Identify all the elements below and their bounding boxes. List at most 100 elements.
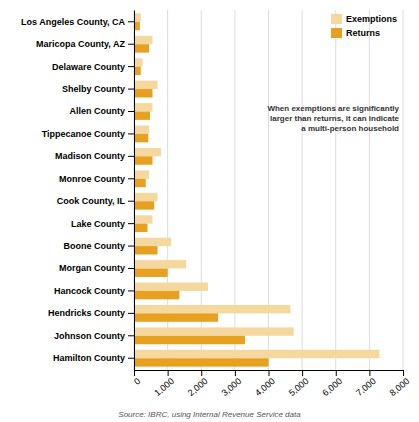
- bar: [134, 201, 154, 209]
- tick: Hamilton County: [53, 353, 134, 363]
- tick: Maricopa County, AZ: [36, 39, 134, 49]
- tick-mark: [128, 89, 134, 90]
- tick: Hendricks County: [48, 308, 134, 318]
- tick-label: 5,000: [287, 376, 311, 398]
- bar: [134, 13, 141, 21]
- tick-label: 0: [132, 376, 142, 387]
- tick: 8,000: [388, 370, 412, 398]
- tick: Cook County, IL: [57, 196, 134, 206]
- bar: [134, 36, 152, 44]
- tick-label: Delaware County: [52, 62, 125, 72]
- tick-mark: [128, 66, 134, 67]
- tick-mark: [128, 268, 134, 269]
- tick-mark: [336, 370, 337, 376]
- bar: [134, 283, 208, 291]
- tick-label: Lake County: [71, 219, 125, 229]
- tick-label: 1,000: [152, 376, 176, 398]
- bar: [134, 313, 218, 321]
- bar: [134, 224, 147, 232]
- bar: [134, 126, 149, 134]
- bar: [134, 238, 171, 246]
- tick-mark: [168, 370, 169, 376]
- tick-mark: [269, 370, 270, 376]
- tick-label: Hancock County: [54, 286, 125, 296]
- tick-label: 4,000: [253, 376, 277, 398]
- tick-mark: [128, 313, 134, 314]
- tick: Madison County: [55, 151, 134, 161]
- series: [134, 13, 379, 358]
- tick: Delaware County: [52, 62, 134, 72]
- bar: [134, 148, 161, 156]
- tick: Morgan County: [59, 263, 134, 273]
- tick-mark: [128, 156, 134, 157]
- bar: [134, 170, 149, 178]
- tick: 3,000: [220, 370, 244, 398]
- bar: [134, 134, 148, 142]
- bar: [134, 269, 168, 277]
- bar: [134, 260, 186, 268]
- source: Source: IBRC, using Internal Revenue Ser…: [118, 410, 301, 419]
- tick-mark: [128, 358, 134, 359]
- tick: Boone County: [64, 241, 135, 251]
- tick-mark: [369, 370, 370, 376]
- tick: 4,000: [253, 370, 277, 398]
- tick-label: Madison County: [55, 151, 125, 161]
- tick: 6,000: [320, 370, 344, 398]
- legend-swatch: [331, 28, 342, 38]
- tick-label: Allen County: [70, 106, 126, 116]
- tick-label: Cook County, IL: [57, 196, 126, 206]
- grid-line: [369, 10, 370, 370]
- grid: [134, 10, 403, 370]
- legend: Exemptions Returns: [331, 14, 397, 38]
- legend-item: Returns: [331, 28, 380, 38]
- tick-label: Johnson County: [54, 331, 125, 341]
- tick-label: 2,000: [186, 376, 210, 398]
- legend-label: Returns: [346, 28, 380, 38]
- tick: Johnson County: [54, 331, 134, 341]
- bar: [134, 89, 152, 97]
- bar: [134, 327, 294, 335]
- tick-label: Hendricks County: [48, 308, 125, 318]
- legend-label: Exemptions: [346, 14, 397, 24]
- grid-line: [302, 10, 303, 370]
- tick-mark: [128, 44, 134, 45]
- tick-mark: [128, 178, 134, 179]
- tick-mark: [128, 133, 134, 134]
- bar: [134, 193, 158, 201]
- plot: 0 1,000 2,000 3,000 4,000 5,000 6,000 7,000 8,00…: [21, 10, 411, 398]
- tick-label: Hamilton County: [53, 353, 125, 363]
- tick: 2,000: [186, 370, 210, 398]
- tick-label: Tippecanoe County: [42, 129, 125, 139]
- y-axis: Los Angeles County, CAMaricopa County, A…: [21, 11, 135, 371]
- tick: 7,000: [354, 370, 378, 398]
- tick-mark: [128, 290, 134, 291]
- tick-label: Maricopa County, AZ: [36, 39, 126, 49]
- tick-mark: [403, 370, 404, 376]
- tick-mark: [128, 223, 134, 224]
- tick-mark: [235, 370, 236, 376]
- bars: [134, 13, 379, 366]
- series: [134, 22, 269, 367]
- bar: [134, 350, 379, 358]
- annotation: When exemptions are significantlylarger …: [267, 104, 399, 133]
- grid-line: [134, 10, 135, 370]
- tick: Shelby County: [62, 84, 134, 94]
- bar: [134, 103, 152, 111]
- grid-line: [268, 10, 269, 370]
- axis-line: [134, 11, 135, 371]
- legend-item: Exemptions: [331, 14, 397, 24]
- tick-mark: [128, 246, 134, 247]
- tick-label: Boone County: [64, 241, 126, 251]
- bar: [134, 156, 152, 164]
- tick-mark: [302, 370, 303, 376]
- grid-line: [403, 10, 404, 370]
- tick: Hancock County: [54, 286, 134, 296]
- tick-mark: [134, 370, 135, 376]
- tick: Allen County: [70, 106, 135, 116]
- tick-label: 8,000: [388, 376, 412, 398]
- legend-swatch: [331, 14, 342, 24]
- tick-label: 6,000: [320, 376, 344, 398]
- tick-label: 7,000: [354, 376, 378, 398]
- x-axis: 0 1,000 2,000 3,000 4,000 5,000 6,000 7,000 8,00…: [132, 370, 411, 398]
- bar: [134, 81, 158, 89]
